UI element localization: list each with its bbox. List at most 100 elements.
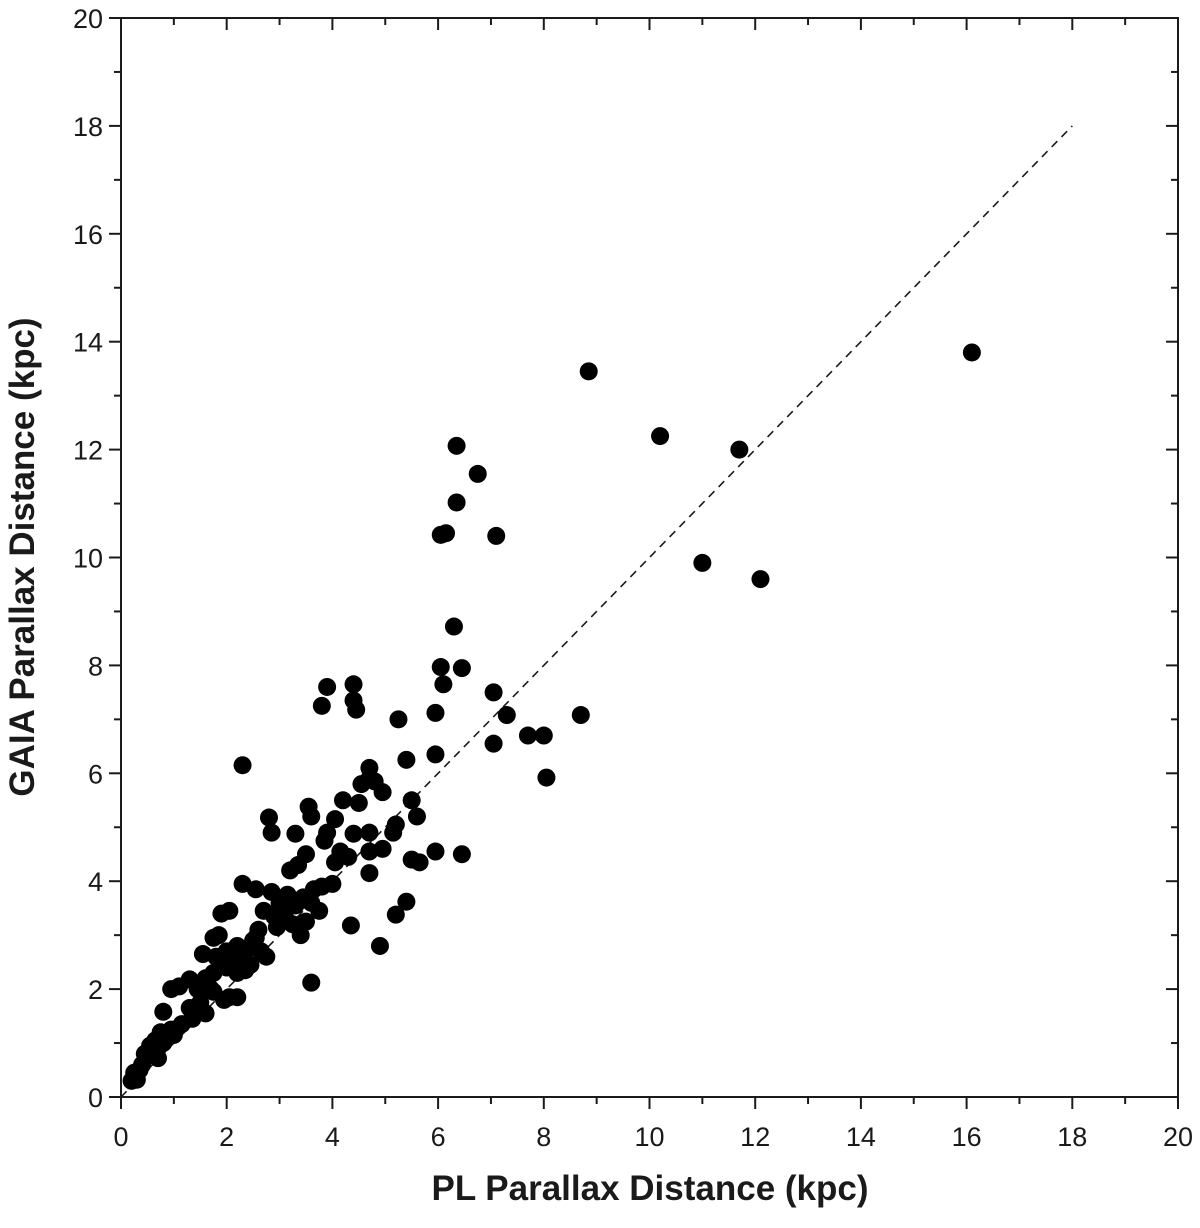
data-point (262, 823, 281, 842)
data-point (326, 810, 345, 829)
x-tick-label: 4 (325, 1122, 340, 1152)
data-point (302, 893, 321, 912)
data-point (148, 1049, 167, 1068)
data-point (962, 343, 981, 362)
data-point (437, 524, 456, 543)
data-point (270, 893, 289, 912)
data-point (373, 783, 392, 802)
x-tick-label: 6 (431, 1122, 446, 1152)
data-point (259, 808, 278, 827)
data-point (341, 916, 360, 935)
y-tick-label: 0 (88, 1083, 103, 1113)
data-point (434, 675, 453, 694)
data-point (201, 980, 220, 999)
data-point (579, 362, 598, 381)
data-point (326, 853, 345, 872)
x-tick-label: 8 (536, 1122, 551, 1152)
x-tick-label: 10 (634, 1122, 664, 1152)
data-point (265, 907, 284, 926)
x-axis-title: PL Parallax Distance (kpc) (431, 1169, 868, 1208)
data-point (651, 427, 670, 446)
x-tick-label: 12 (740, 1122, 770, 1152)
data-point (204, 928, 223, 947)
plot-layer: 0 2 4 6 8 10 12 14 16 18 20 0 2 4 6 8 10 12 14 16 18 20 (73, 4, 1193, 1152)
y-tick-label: 10 (73, 544, 103, 574)
data-point (693, 553, 712, 572)
y-tick-label: 20 (73, 4, 103, 34)
x-tick-label: 2 (219, 1122, 234, 1152)
data-point (291, 926, 310, 945)
data-point (349, 793, 368, 812)
data-point (397, 750, 416, 769)
data-point (407, 807, 426, 826)
x-tick-label: 20 (1163, 1122, 1193, 1152)
data-point (162, 980, 181, 999)
data-point (296, 912, 315, 931)
data-point (397, 892, 416, 911)
data-point (281, 861, 300, 880)
data-point (402, 791, 421, 810)
data-point (370, 936, 389, 955)
data-point (315, 831, 334, 850)
data-point (347, 700, 366, 719)
data-point (534, 726, 553, 745)
data-point (537, 768, 556, 787)
data-point (497, 706, 516, 725)
data-point (246, 880, 265, 899)
data-point (426, 745, 445, 764)
data-point (389, 710, 408, 729)
data-point (312, 696, 331, 715)
data-point (188, 980, 207, 999)
data-point (571, 706, 590, 725)
data-point (333, 791, 352, 810)
data-point (484, 734, 503, 753)
data-point (302, 973, 321, 992)
data-point (410, 853, 429, 872)
x-tick-label: 14 (846, 1122, 876, 1152)
data-point (230, 947, 249, 966)
data-point (452, 659, 471, 678)
data-point (360, 842, 379, 861)
data-point (154, 1002, 173, 1021)
y-tick-label: 14 (73, 328, 103, 358)
y-tick-label: 4 (88, 867, 103, 897)
data-point (228, 963, 247, 982)
y-tick-label: 6 (88, 759, 103, 789)
data-point (447, 436, 466, 455)
y-tick-label: 8 (88, 651, 103, 681)
data-point (318, 677, 337, 696)
data-point (212, 904, 231, 923)
x-tick-label: 0 (113, 1122, 128, 1152)
data-point (386, 815, 405, 834)
data-point (751, 570, 770, 589)
y-tick-label: 12 (73, 436, 103, 466)
data-point (233, 756, 252, 775)
data-point (431, 658, 450, 677)
data-point (452, 845, 471, 864)
data-point (444, 617, 463, 636)
data-point (344, 675, 363, 694)
data-point (304, 880, 323, 899)
data-point (352, 775, 371, 794)
data-point (730, 440, 749, 459)
data-point (484, 683, 503, 702)
y-tick-label: 18 (73, 112, 103, 142)
data-point (518, 726, 537, 745)
data-point (426, 842, 445, 861)
data-point (360, 823, 379, 842)
x-tick-label: 18 (1057, 1122, 1087, 1152)
data-point (468, 464, 487, 483)
data-point (252, 942, 271, 961)
x-tick-label: 16 (952, 1122, 982, 1152)
data-point (286, 824, 305, 843)
data-point (228, 988, 247, 1007)
y-tick-label: 16 (73, 220, 103, 250)
data-point (360, 864, 379, 883)
data-point (344, 824, 363, 843)
data-point (487, 526, 506, 545)
data-point (302, 807, 321, 826)
data-point (447, 493, 466, 512)
data-point (426, 703, 445, 722)
data-point (386, 905, 405, 924)
